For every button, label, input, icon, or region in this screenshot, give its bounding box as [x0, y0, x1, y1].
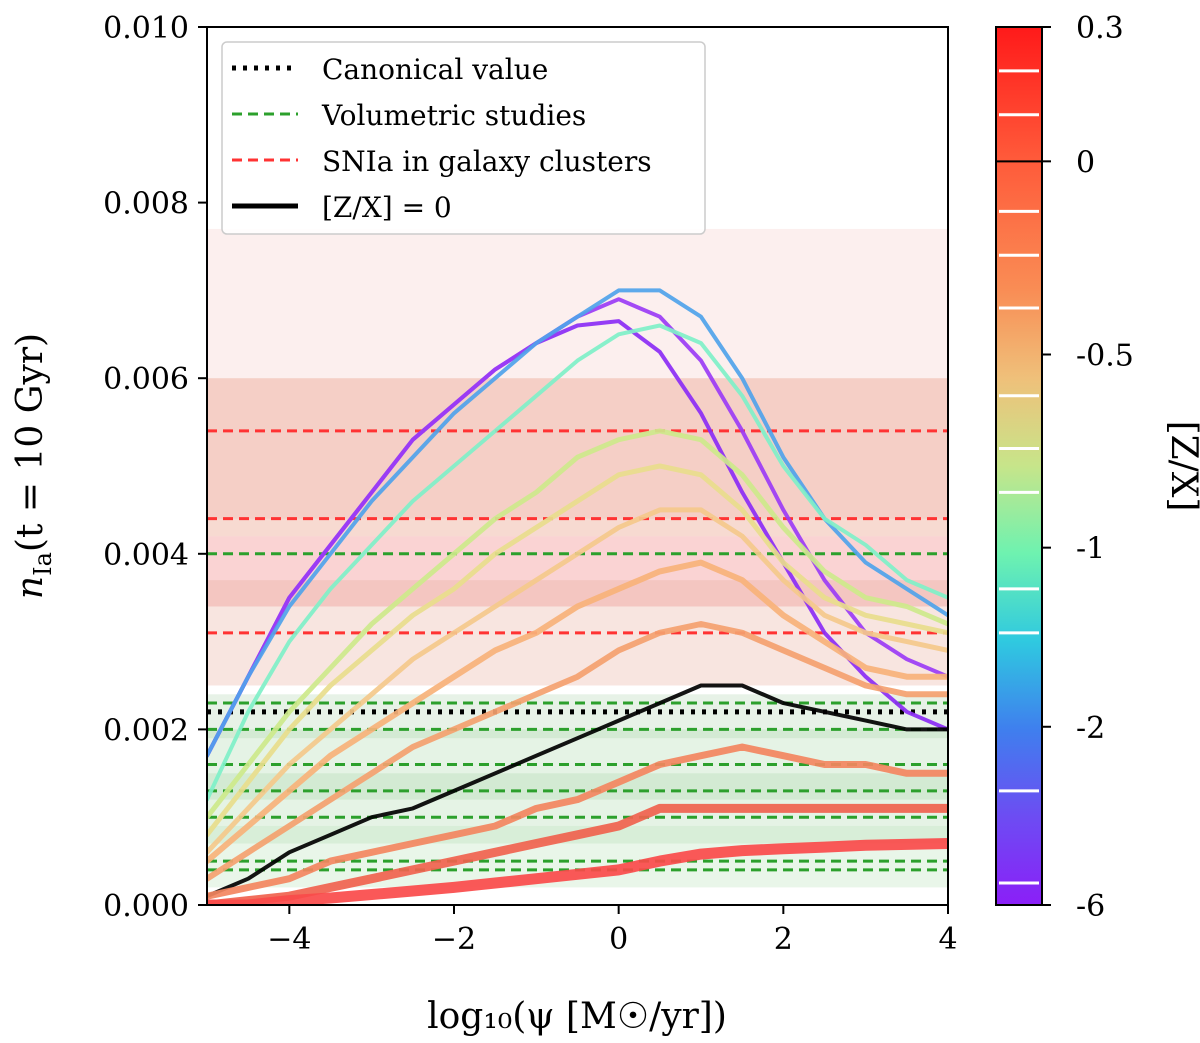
colorbar-tick-label: -2	[1076, 711, 1105, 746]
legend-label-clusters: SNIa in galaxy clusters	[322, 145, 652, 178]
series-line--0.1	[207, 621, 948, 882]
y-tick-label: 0.000	[103, 889, 189, 924]
plot-frame	[206, 26, 949, 906]
series-lines	[207, 288, 948, 905]
colorbar-tick-label: 0	[1076, 145, 1095, 180]
legend-label-solar: [Z/X] = 0	[322, 191, 452, 224]
series-line-0.1	[207, 743, 948, 900]
y-axis-ticks: 0.000 0.002 0.004 0.006 0.008 0.010	[103, 11, 207, 924]
y-label-rest: (t = 10 Gyr)	[10, 333, 51, 552]
y-axis-label-text: nIa(t = 10 Gyr)	[10, 333, 57, 599]
y-axis-label: nIa(t = 10 Gyr)	[10, 333, 57, 599]
legend-box	[221, 41, 706, 235]
y-tick-label: 0.006	[103, 362, 189, 397]
series-line-0	[207, 683, 948, 899]
legend: Canonical value Volumetric studies SNIa …	[221, 41, 706, 235]
colorbar-label: [Z/X]	[1163, 421, 1200, 512]
series-line--1	[207, 323, 948, 802]
series-line--0.35	[207, 507, 948, 855]
colorbar-frame	[995, 26, 1043, 906]
y-label-main: n	[10, 576, 51, 599]
series-line--0.2	[207, 559, 948, 865]
y-tick-label: 0.008	[103, 187, 189, 222]
colorbar-tick-label: 0.3	[1076, 11, 1124, 46]
y-tick-label: 0.004	[103, 538, 189, 573]
series-line--0.7	[207, 428, 948, 820]
colorbar-tick-label: -0.5	[1076, 338, 1134, 373]
band-cluster-0	[207, 228, 948, 519]
series-line-0.3	[207, 838, 948, 905]
x-tick-label: −4	[267, 922, 311, 957]
y-tick-label: 0.010	[103, 11, 189, 46]
colorbar: 0.3 0 -0.5 -1 -2 -6 [Z/X]	[995, 11, 1200, 924]
x-tick-label: −2	[432, 922, 476, 957]
colorbar-tick-label: -6	[1076, 889, 1105, 924]
legend-label-volumetric: Volumetric studies	[321, 99, 586, 132]
colorbar-gradient	[996, 27, 1042, 905]
colorbar-ticks: 0.3 0 -0.5 -1 -2 -6	[996, 11, 1134, 924]
colorbar-level-marks	[999, 69, 1039, 885]
x-tick-label: 0	[609, 922, 628, 957]
x-tick-label: 4	[938, 922, 957, 957]
y-label-sub: Ia	[29, 552, 57, 576]
legend-label-canonical: Canonical value	[322, 53, 548, 86]
series-line-0.2	[207, 803, 948, 905]
x-tick-label: 2	[774, 922, 793, 957]
x-axis-label: log₁₀(ψ [M☉/yr])	[427, 996, 727, 1037]
colorbar-tick-label: -1	[1076, 532, 1105, 567]
colorbar-label-group: [Z/X]	[1163, 421, 1200, 512]
series-line--0.5	[207, 463, 948, 838]
x-axis-ticks: −4 −2 0 2 4	[267, 905, 958, 957]
y-tick-label: 0.002	[103, 713, 189, 748]
